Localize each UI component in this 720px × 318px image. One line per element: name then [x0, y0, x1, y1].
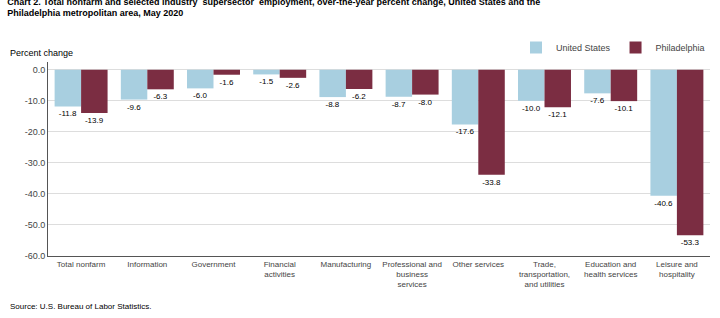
svg-text:-12.1: -12.1	[548, 110, 567, 119]
svg-text:-40.6: -40.6	[654, 199, 673, 208]
svg-text:-6.0: -6.0	[193, 91, 207, 100]
svg-text:Leisure andhospitality: Leisure andhospitality	[656, 260, 698, 279]
svg-text:Philadelphia: Philadelphia	[656, 43, 705, 53]
svg-text:-6.2: -6.2	[352, 92, 366, 101]
svg-text:-17.6: -17.6	[456, 127, 475, 136]
svg-text:Education andhealth services: Education andhealth services	[584, 260, 637, 279]
svg-text:-6.3: -6.3	[153, 92, 167, 101]
svg-text:-1.6: -1.6	[220, 78, 234, 87]
svg-text:0.0: 0.0	[33, 65, 46, 75]
svg-text:-13.9: -13.9	[85, 116, 104, 125]
svg-text:-40.0: -40.0	[25, 189, 46, 199]
svg-text:-10.0: -10.0	[25, 96, 46, 106]
svg-text:Total nonfarm: Total nonfarm	[57, 260, 106, 269]
svg-text:Source: U.S. Bureau of Labor S: Source: U.S. Bureau of Labor Statistics.	[10, 302, 151, 311]
svg-text:-50.0: -50.0	[25, 220, 46, 230]
svg-text:Financialactivities: Financialactivities	[264, 260, 296, 279]
svg-text:-20.0: -20.0	[25, 127, 46, 137]
svg-text:Other services: Other services	[453, 260, 505, 269]
svg-text:-10.0: -10.0	[522, 104, 541, 113]
svg-text:-10.1: -10.1	[615, 104, 634, 113]
svg-text:-7.6: -7.6	[590, 96, 604, 105]
svg-text:-8.7: -8.7	[392, 100, 406, 109]
svg-text:Government: Government	[191, 260, 236, 269]
svg-text:Trade,transportation,and utili: Trade,transportation,and utilities	[519, 260, 570, 290]
svg-text:-60.0: -60.0	[25, 251, 46, 261]
svg-text:Information: Information	[127, 260, 167, 269]
svg-text:-8.8: -8.8	[325, 100, 339, 109]
svg-text:-30.0: -30.0	[25, 158, 46, 168]
svg-text:Manufacturing: Manufacturing	[321, 260, 372, 269]
svg-text:-9.6: -9.6	[127, 103, 141, 112]
svg-text:-11.8: -11.8	[59, 109, 77, 118]
svg-text:Percent change: Percent change	[10, 48, 73, 58]
svg-text:Professional andbusinessservic: Professional andbusinessservices	[382, 260, 442, 290]
svg-text:United States: United States	[556, 43, 611, 53]
svg-text:-2.6: -2.6	[286, 81, 300, 90]
svg-text:-33.8: -33.8	[482, 178, 501, 187]
svg-text:-53.3: -53.3	[681, 238, 700, 247]
svg-text:-8.0: -8.0	[418, 98, 432, 107]
svg-text:Chart 2. Total nonfarm and sel: Chart 2. Total nonfarm and selected indu…	[7, 0, 540, 18]
svg-text:-1.5: -1.5	[259, 77, 273, 86]
